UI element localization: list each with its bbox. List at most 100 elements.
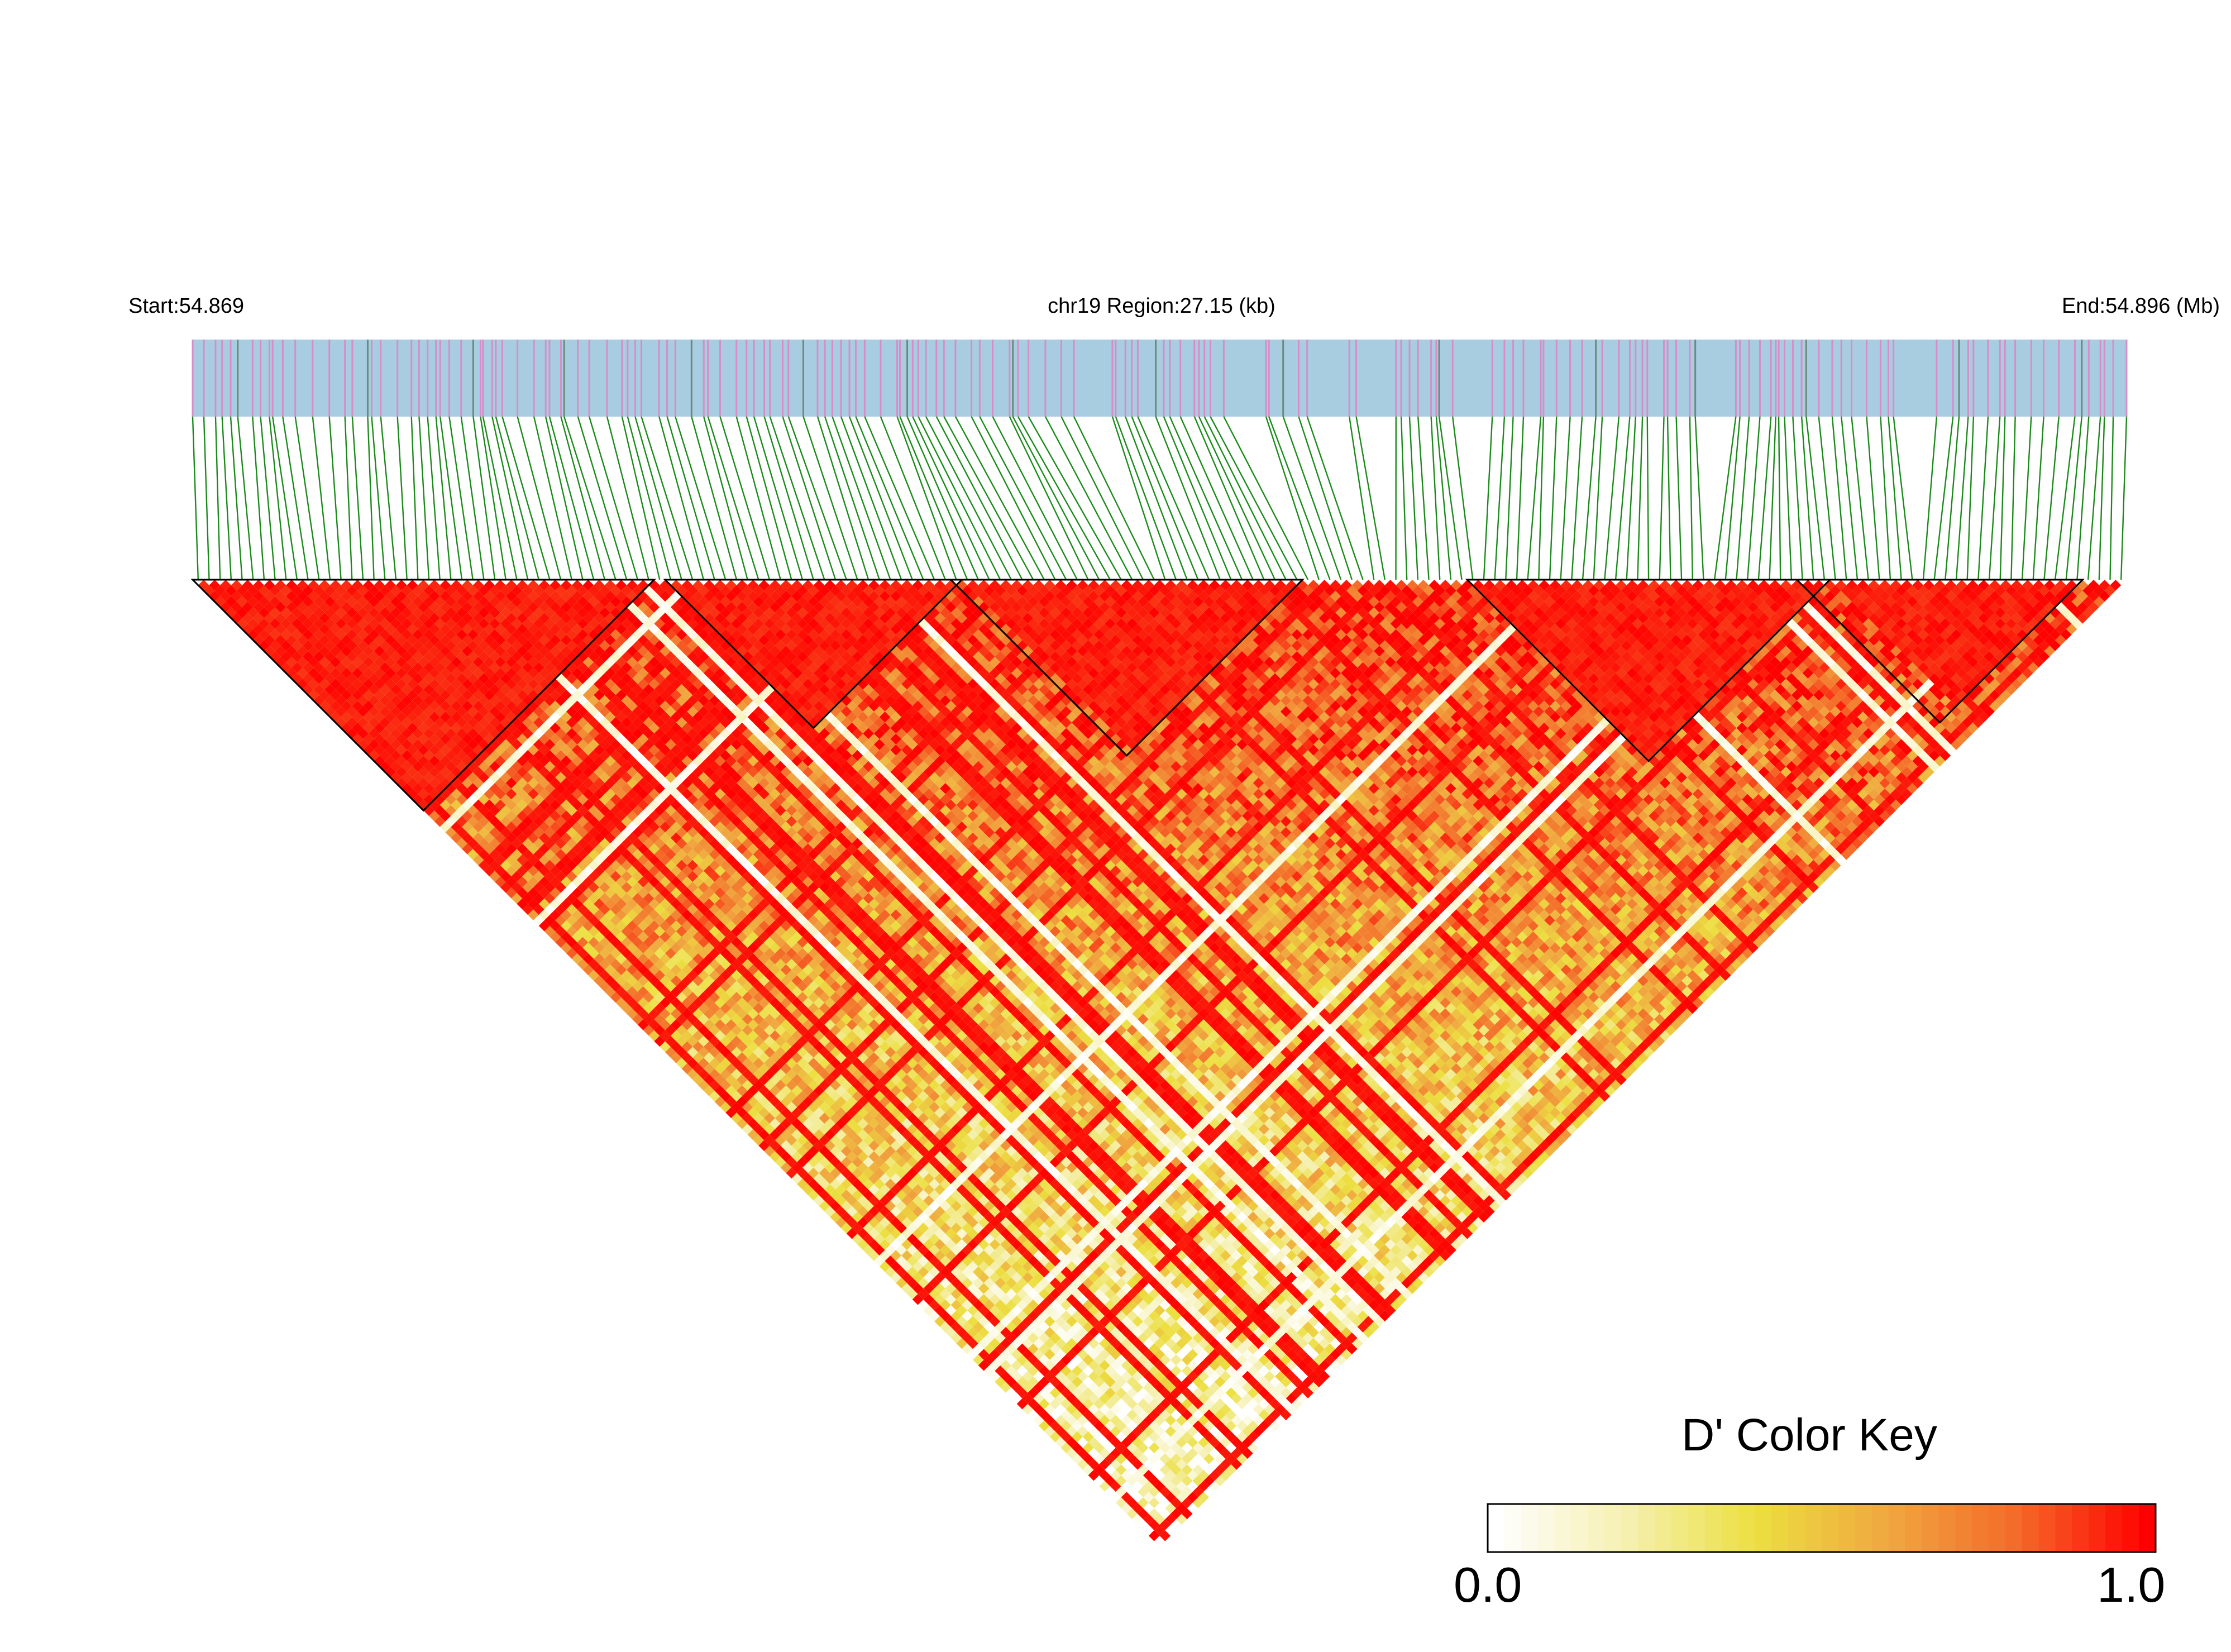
snp-connector-line: [1660, 417, 1664, 580]
snp-connector-line: [1967, 417, 1974, 580]
snp-connector-line: [1401, 417, 1407, 580]
snp-connector-line: [2022, 417, 2031, 580]
snp-connector-line: [1978, 417, 1988, 580]
snp-connector-line: [2055, 417, 2075, 580]
snp-connector-line: [1923, 417, 1937, 580]
snp-connector-line: [1793, 417, 1802, 580]
snp-connector-line: [1517, 417, 1523, 580]
snp-connector-line: [737, 417, 781, 580]
snp-connector-line: [1676, 417, 1682, 580]
snp-connector-line: [747, 417, 792, 580]
snp-connector-line: [1061, 417, 1143, 580]
snp-connector-line: [193, 417, 198, 580]
snp-connector-line: [1045, 417, 1132, 580]
snp-connector-line: [1410, 417, 1418, 580]
snp-connector-line: [1495, 417, 1504, 580]
snp-connector-line: [483, 417, 517, 580]
snp-connector-line: [1116, 417, 1176, 580]
snp-connector-line: [412, 417, 418, 580]
snp-connector-line: [1269, 417, 1330, 580]
snp-connector-line: [1010, 417, 1088, 580]
snp-connector-line: [1583, 417, 1596, 580]
snp-connector-line: [1989, 417, 2000, 580]
snp-connector-line: [1439, 417, 1462, 580]
snp-connector-line: [849, 417, 913, 580]
snp-connector-line: [1647, 417, 1649, 580]
snp-connector-line: [1125, 417, 1187, 580]
snp-connector-line: [1604, 417, 1618, 580]
snp-connector-line: [1550, 417, 1556, 580]
snp-connector-line: [907, 417, 978, 580]
snp-connector-line: [2110, 417, 2113, 580]
snp-connector-line: [1770, 417, 1776, 580]
snp-connector-line: [561, 417, 604, 580]
snp-connector-line: [1594, 417, 1602, 580]
snp-connector-line: [283, 417, 308, 580]
snp-connector-line: [1307, 417, 1363, 580]
snp-connector-line: [1695, 417, 1704, 580]
snp-connector-line: [1934, 417, 1953, 580]
snp-connector-line: [1170, 417, 1242, 580]
snp-connector-line: [1867, 417, 1880, 580]
snp-connector-line: [461, 417, 484, 580]
snp-connector-lines: [193, 417, 2127, 580]
snp-connector-line: [2000, 417, 2005, 580]
snp-connector-line: [1747, 417, 1760, 580]
snp-connector-line: [2099, 417, 2105, 580]
snp-connector-line: [2033, 417, 2044, 580]
snp-connector-line: [675, 417, 725, 580]
snp-connector-line: [2088, 417, 2100, 580]
snp-connector-line: [1956, 417, 1968, 580]
snp-connector-line: [804, 417, 858, 580]
snp-connector-line: [398, 417, 407, 580]
snp-connector-line: [1112, 417, 1165, 580]
snp-connector-line: [897, 417, 957, 580]
snp-connector-line: [1880, 417, 1890, 580]
snp-connector-line: [980, 417, 1066, 580]
snp-connector-line: [720, 417, 770, 580]
snp-connector-line: [2044, 417, 2058, 580]
snp-connector-line: [1802, 417, 1813, 580]
snp-connector-line: [691, 417, 737, 580]
snp-connector-line: [1894, 417, 1913, 580]
snp-connector-line: [546, 417, 582, 580]
snp-connector-line: [1852, 417, 1869, 580]
snp-connector-line: [269, 417, 286, 580]
snp-connector-line: [1888, 417, 1901, 580]
snp-connector-line: [1484, 417, 1492, 580]
snp-connector-line: [204, 417, 209, 580]
snp-connector-line: [1571, 417, 1582, 580]
snp-connector-line: [329, 417, 341, 580]
snp-connector-line: [937, 417, 1023, 580]
snp-connector-line: [1759, 417, 1771, 580]
snp-connector-line: [708, 417, 759, 580]
snp-connector-line: [222, 417, 231, 580]
snp-connector-line: [449, 417, 472, 580]
snp-connector-line: [273, 417, 297, 580]
snp-connector-line: [1561, 417, 1570, 580]
snp-connector-line: [1453, 417, 1473, 580]
snp-connector-line: [1418, 417, 1429, 580]
snp-connector-line: [1668, 417, 1670, 580]
snp-connector-line: [783, 417, 836, 580]
snp-connector-line: [1690, 417, 1693, 580]
snp-connector-line: [1298, 417, 1351, 580]
snp-connector-line: [352, 417, 363, 580]
snp-connector-line: [1779, 417, 1780, 580]
snp-connector-line: [578, 417, 627, 580]
ld-heatmap-cells: [198, 580, 2121, 1547]
snp-connector-line: [704, 417, 747, 580]
snp-connector-line: [345, 417, 352, 580]
snp-connector-line: [1506, 417, 1513, 580]
snp-connector-line: [1637, 417, 1642, 580]
snp-connector-line: [1785, 417, 1792, 580]
snp-connector-line: [765, 417, 814, 580]
snp-connector-line: [2121, 417, 2127, 580]
snp-connector-line: [1945, 417, 1959, 580]
snp-connector-line: [419, 417, 429, 580]
snp-connector-line: [2011, 417, 2015, 580]
snp-connector-line: [659, 417, 704, 580]
snp-connector-line: [216, 417, 220, 580]
